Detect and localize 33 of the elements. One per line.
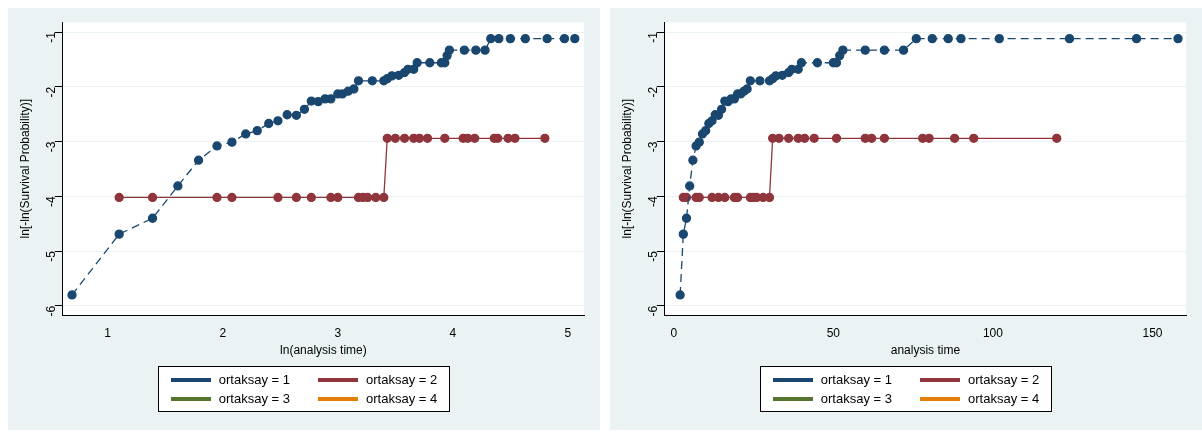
y-tick-label: -4 [44,196,59,208]
legend-label: ortaksay = 4 [366,391,438,406]
legend-label: ortaksay = 2 [366,372,438,387]
y-axis-title: ln[-ln(Survival Probability)] [619,99,634,239]
y-tick-label: -3 [44,141,59,153]
x-tick-label: 2 [219,325,227,340]
y-tick-label: -5 [44,250,59,262]
x-axis-title: analysis time [890,343,961,358]
x-tick-label: 150 [1142,325,1163,340]
y-tick-label: -1 [646,31,661,43]
x-tick-label: 100 [982,325,1004,340]
y-tick-label: -3 [646,141,661,153]
y-tick-label: -2 [646,86,661,98]
y-tick-label: -2 [44,86,59,98]
legend-label: ortaksay = 4 [968,391,1040,406]
x-tick-label: 4 [449,325,457,340]
legend-label: ortaksay = 3 [820,391,892,406]
legend-label: ortaksay = 3 [218,391,290,406]
y-tick-label: -6 [646,305,661,317]
legend-label: ortaksay = 1 [218,372,290,387]
y-tick-label: -1 [44,31,59,43]
x-tick-label: 5 [564,325,572,340]
y-tick-label: -4 [646,196,661,208]
legend-label: ortaksay = 1 [820,372,892,387]
y-axis-title: ln[-ln(Survival Probability)] [17,99,32,239]
y-tick-label: -5 [646,250,661,262]
legend-label: ortaksay = 2 [968,372,1040,387]
y-tick-label: -6 [44,305,59,317]
x-tick-label: 1 [104,325,112,340]
x-axis-title: ln(analysis time) [280,343,367,358]
x-tick-label: 0 [670,325,678,340]
x-tick-label: 3 [334,325,342,340]
x-tick-label: 50 [826,325,841,340]
